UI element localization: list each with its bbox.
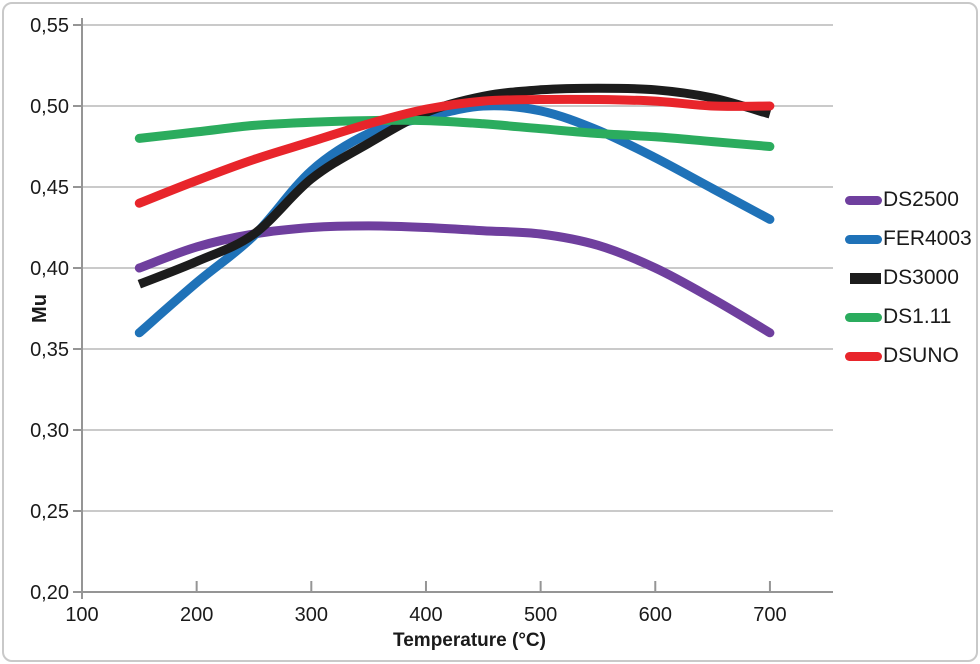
x-tick-label: 500 bbox=[524, 604, 557, 626]
y-tick-label: 0,50 bbox=[30, 96, 69, 118]
y-tick-label: 0,35 bbox=[30, 339, 69, 361]
x-tick-label: 200 bbox=[180, 604, 213, 626]
x-axis-title: Temperature (°C) bbox=[393, 630, 546, 651]
x-tick-label: 400 bbox=[409, 604, 442, 626]
legend-item-DS1.11: DS1.11 bbox=[845, 305, 972, 329]
legend-swatch-DSUNO bbox=[845, 351, 882, 361]
legend-swatch-FER4003 bbox=[845, 234, 882, 244]
series-line-DS1.11 bbox=[134, 115, 775, 151]
legend-swatch-DS2500 bbox=[845, 195, 882, 205]
y-tick-label: 0,30 bbox=[30, 420, 69, 442]
legend-label: DSUNO bbox=[883, 344, 959, 367]
y-tick-label: 0,40 bbox=[30, 258, 69, 280]
legend-swatch-DS1.11 bbox=[845, 312, 882, 322]
legend-label: DS2500 bbox=[883, 188, 959, 211]
y-tick-label: 0,20 bbox=[30, 582, 69, 604]
x-tick-label: 600 bbox=[639, 604, 672, 626]
legend-item-FER4003: FER4003 bbox=[845, 227, 972, 251]
x-tick-label: 300 bbox=[295, 604, 328, 626]
y-tick-label: 0,45 bbox=[30, 177, 69, 199]
x-tick-label: 700 bbox=[753, 604, 786, 626]
legend-label: FER4003 bbox=[883, 227, 972, 250]
legend-item-DS3000: DS3000 bbox=[845, 266, 972, 290]
legend-label: DS3000 bbox=[883, 266, 959, 289]
chart-legend: DS2500 FER4003 DS3000 DS1.11 DSUNO bbox=[845, 188, 972, 368]
legend-item-DSUNO: DSUNO bbox=[845, 344, 972, 368]
legend-label: DS1.11 bbox=[883, 305, 952, 328]
series-line-DSUNO bbox=[134, 94, 775, 208]
y-tick-label: 0,25 bbox=[30, 501, 69, 523]
y-axis-title: Mu bbox=[29, 294, 51, 323]
y-tick-label: 0,55 bbox=[30, 15, 69, 37]
x-tick-label: 100 bbox=[65, 604, 98, 626]
legend-swatch-DS3000 bbox=[850, 272, 881, 284]
legend-item-DS2500: DS2500 bbox=[845, 188, 972, 212]
